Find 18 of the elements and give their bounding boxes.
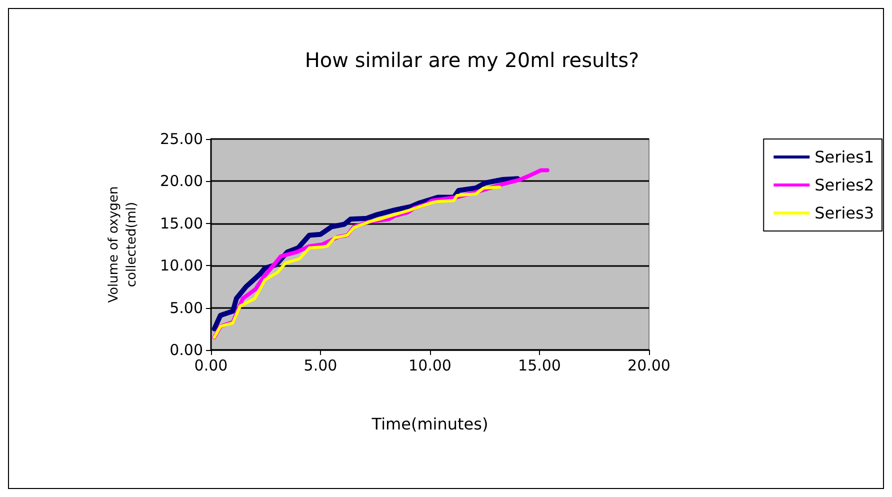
y-tick-label: 10.00 (160, 256, 203, 275)
y-tick-label: 25.00 (160, 130, 203, 148)
x-axis-title: Time(minutes) (370, 414, 488, 434)
legend-label: Series2 (814, 176, 874, 194)
x-tick-label: 0.00 (194, 356, 228, 374)
legend-label: Series1 (814, 148, 874, 166)
y-tick-label: 20.00 (160, 172, 203, 190)
chart-title: How similar are my 20ml results? (304, 48, 640, 72)
x-tick-label: 15.00 (518, 356, 561, 374)
y-tick-label: 5.00 (170, 298, 203, 317)
x-tick-label: 5.00 (304, 356, 338, 374)
y-tick-label: 15.00 (160, 214, 203, 232)
x-tick-label: 10.00 (408, 356, 452, 374)
y-axis-title: Volume of oxygen collected(ml) (106, 186, 140, 303)
line-series (212, 186, 502, 339)
y-tick-label: 0.00 (170, 341, 203, 359)
legend-label: Series3 (814, 204, 874, 222)
x-tick-label: 20.00 (628, 356, 670, 374)
